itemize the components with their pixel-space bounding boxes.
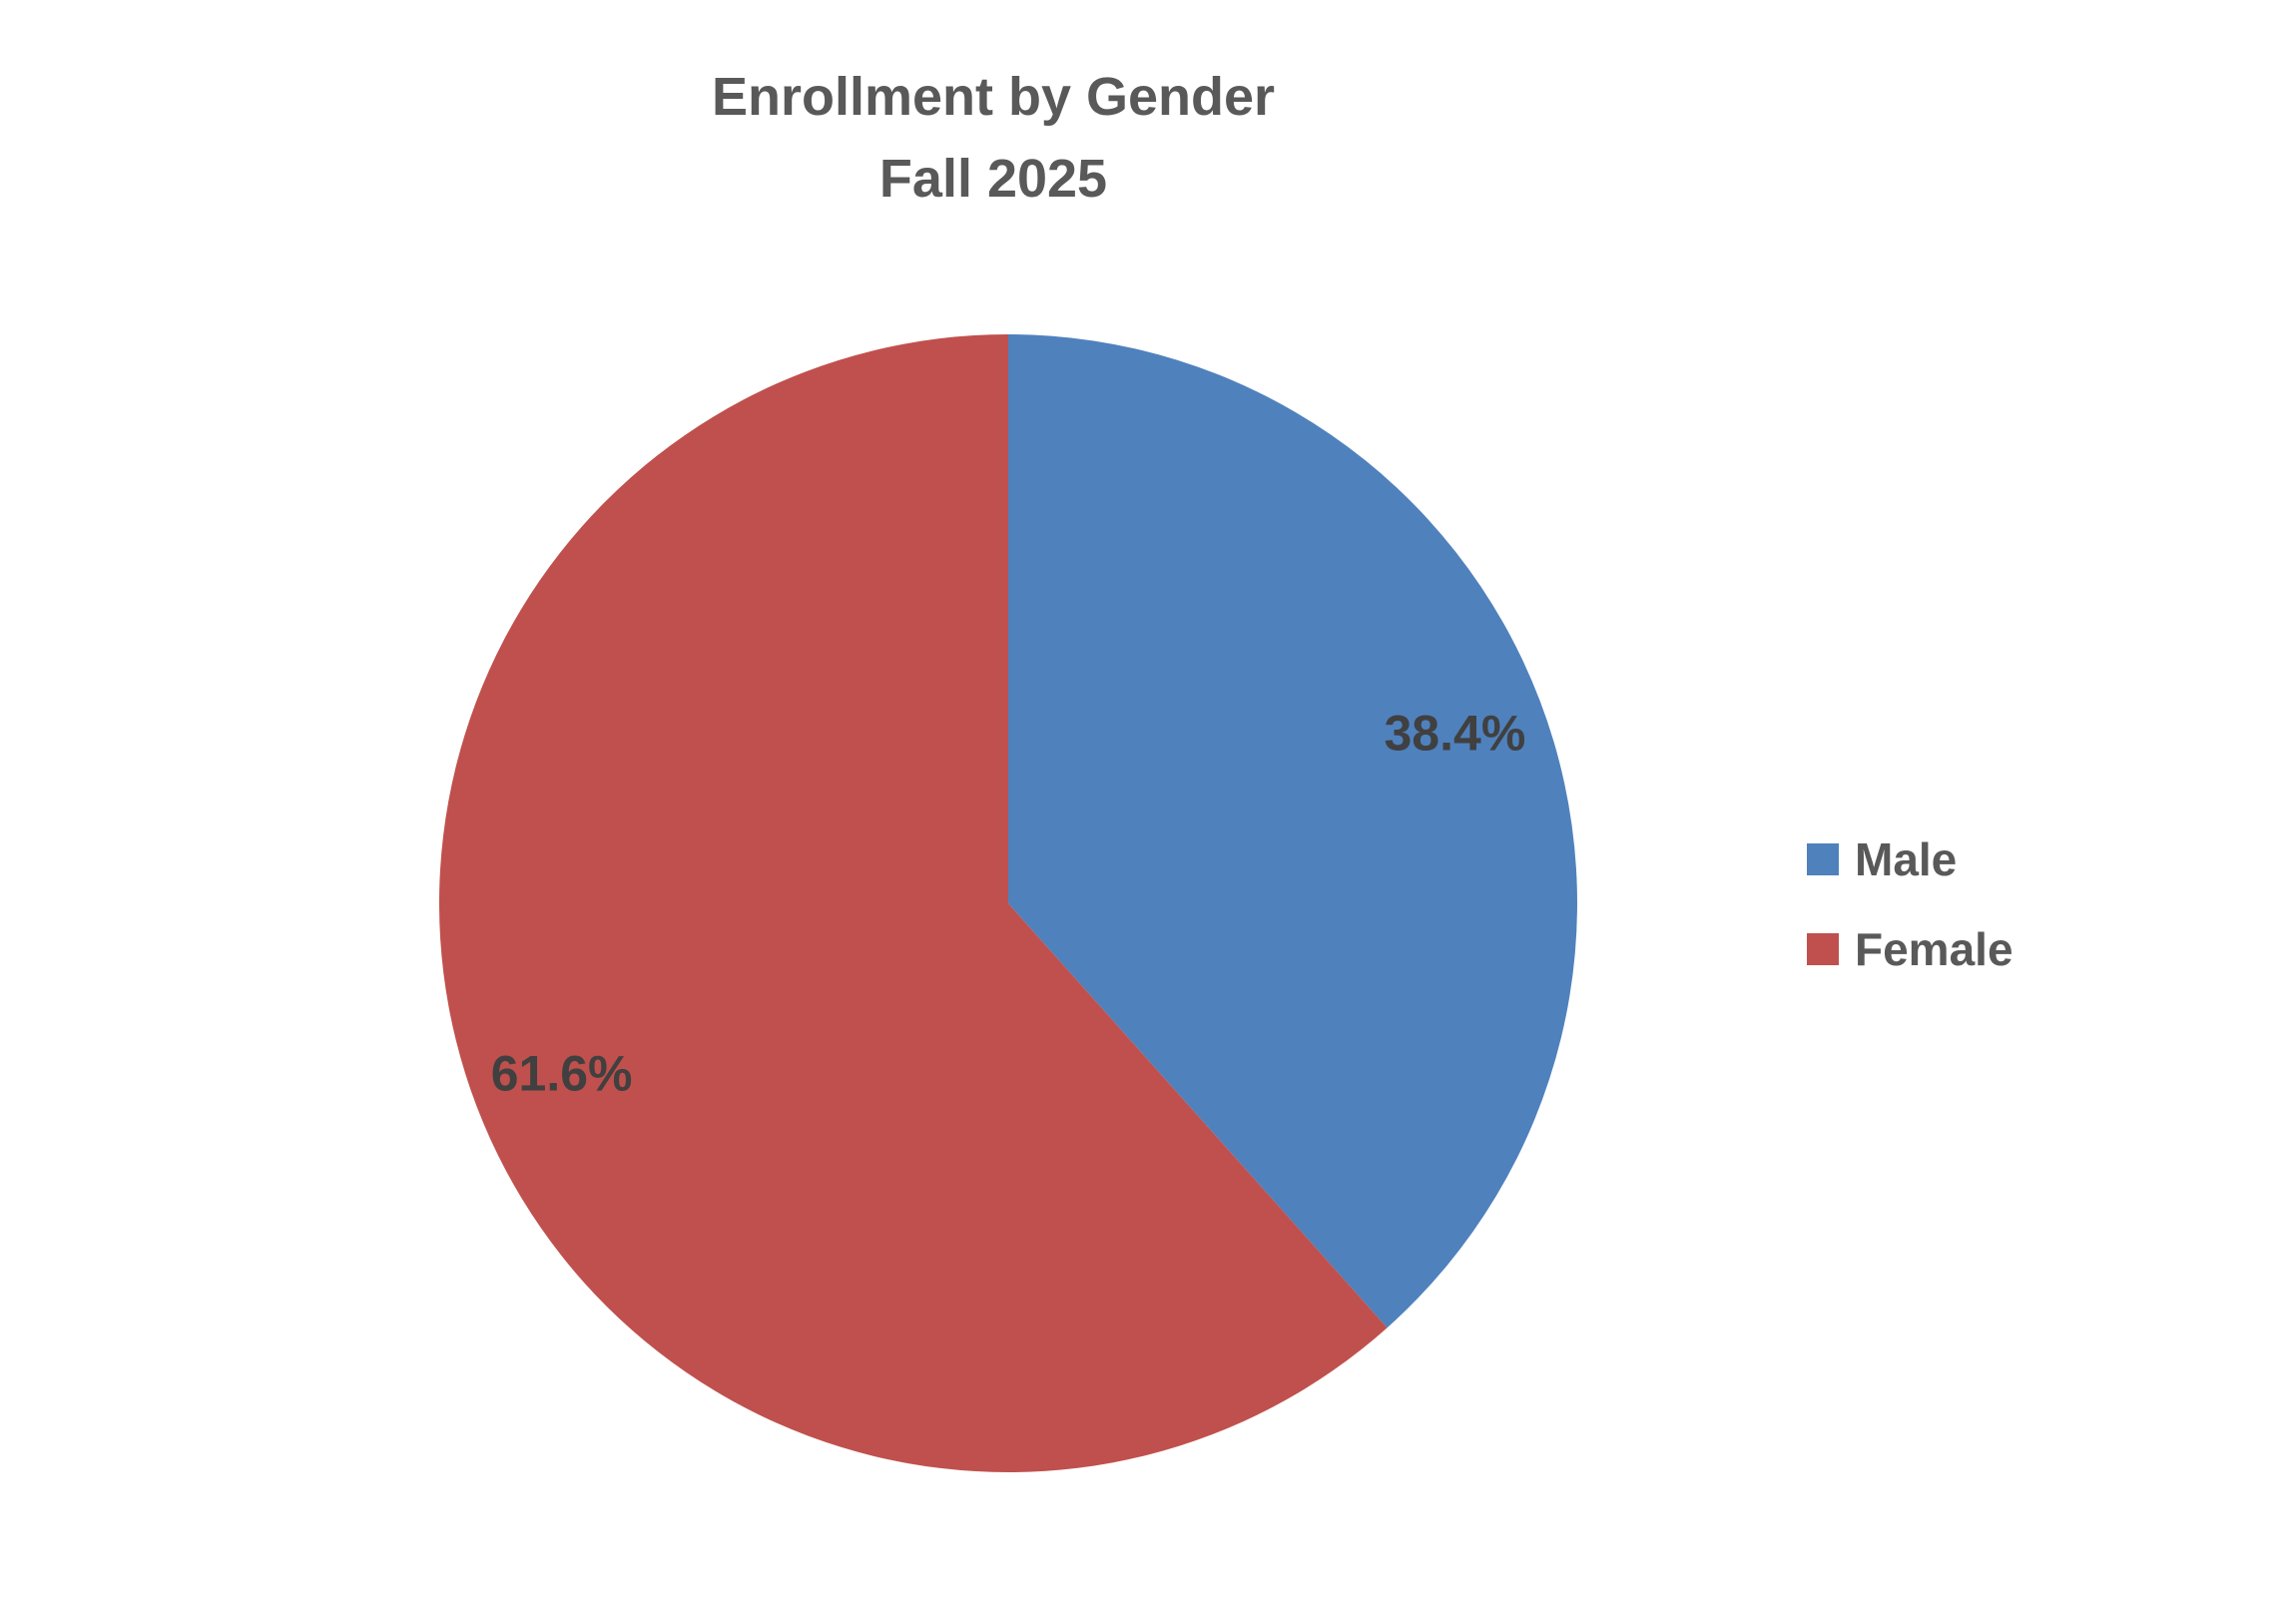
pie-chart: 38.4% 61.6%	[439, 334, 1577, 1472]
legend-item-female: Female	[1807, 926, 2013, 972]
pie-slice-female	[439, 334, 1388, 1472]
legend: Male Female	[1807, 836, 2013, 1016]
chart-title-line2: Fall 2025	[878, 149, 1108, 209]
legend-label-male: Male	[1855, 833, 1958, 885]
legend-swatch-male	[1807, 843, 1839, 875]
legend-label-female: Female	[1855, 923, 2013, 975]
pie-slice-male	[1008, 334, 1577, 1329]
chart-title-line1: Enrollment by Gender	[711, 67, 1276, 127]
pie-label-female: 61.6%	[491, 1046, 633, 1102]
legend-swatch-female	[1807, 933, 1839, 965]
pie-label-male: 38.4%	[1385, 705, 1526, 761]
chart-title: Enrollment by Gender Fall 2025	[494, 56, 1492, 220]
legend-item-male: Male	[1807, 836, 2013, 882]
